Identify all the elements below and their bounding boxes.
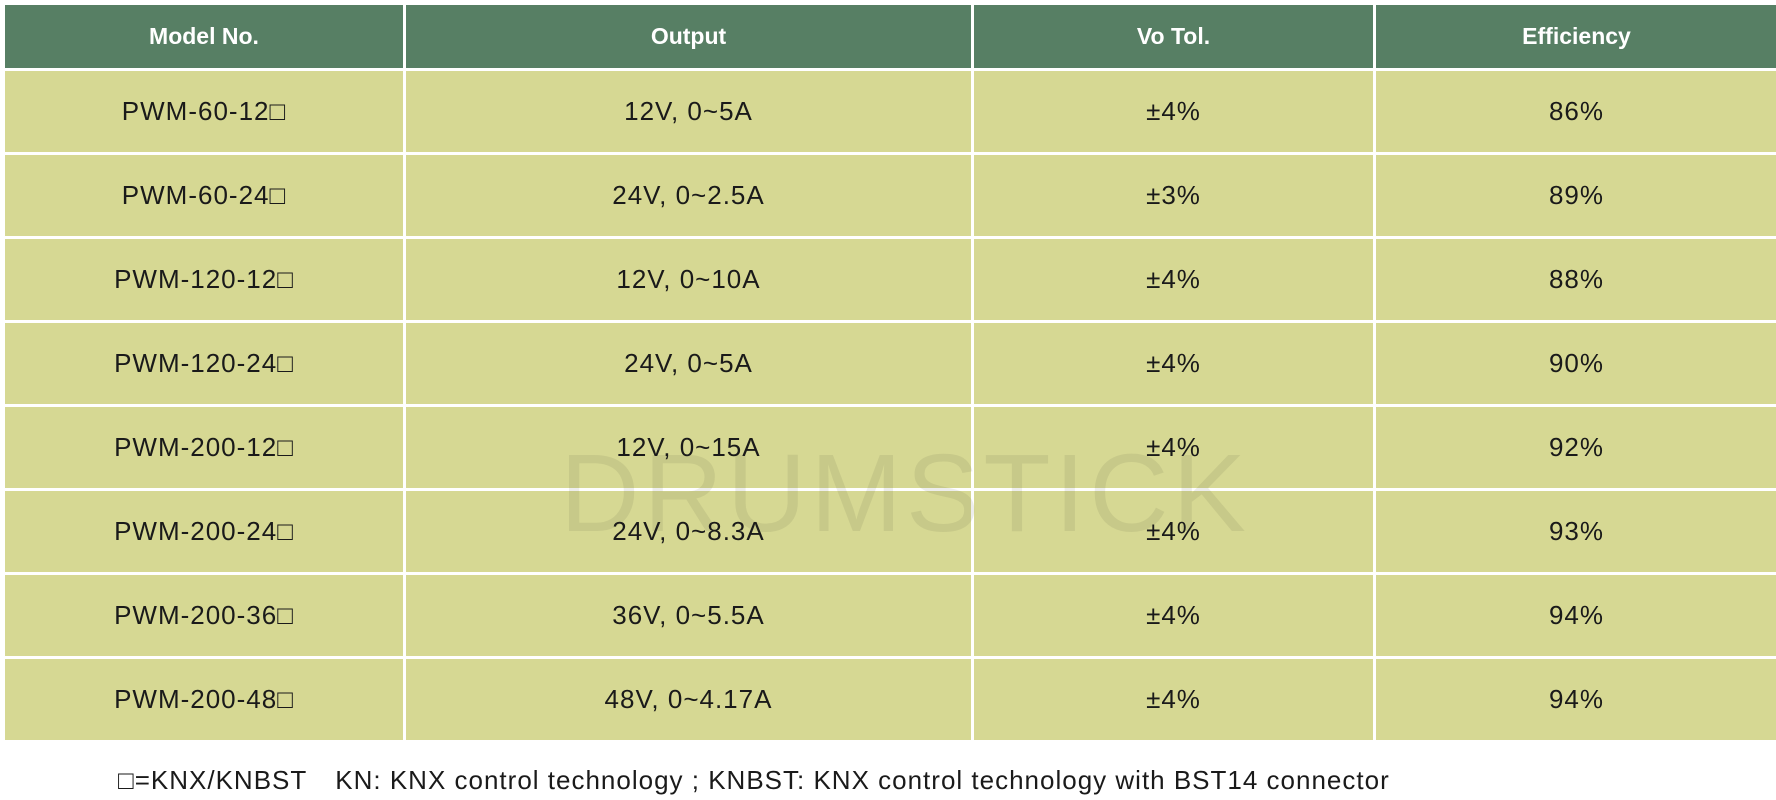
table-cell: ±4% (974, 659, 1373, 740)
table-row: PWM-120-12□ 12V, 0~10A ±4% 88% (5, 239, 1776, 320)
table-cell: 12V, 0~5A (406, 71, 971, 152)
table-cell: 12V, 0~15A (406, 407, 971, 488)
table-cell: PWM-200-36□ (5, 575, 403, 656)
table-row: PWM-200-24□ 24V, 0~8.3A ±4% 93% (5, 491, 1776, 572)
table-row: PWM-120-24□ 24V, 0~5A ±4% 90% (5, 323, 1776, 404)
table-cell: PWM-200-48□ (5, 659, 403, 740)
table-cell: ±4% (974, 407, 1373, 488)
footnote-legend: □=KNX/KNBST (118, 765, 308, 795)
table-cell: PWM-200-12□ (5, 407, 403, 488)
footnote: □=KNX/KNBST KN: KNX control technology ; … (118, 765, 1390, 796)
header-cell: Model No. (5, 5, 403, 68)
table-cell: PWM-120-12□ (5, 239, 403, 320)
table-cell: PWM-60-24□ (5, 155, 403, 236)
header-cell: Output (406, 5, 971, 68)
table-cell: 94% (1376, 575, 1776, 656)
table-cell: 48V, 0~4.17A (406, 659, 971, 740)
table-cell: 24V, 0~5A (406, 323, 971, 404)
table-cell: 24V, 0~8.3A (406, 491, 971, 572)
table-cell: ±4% (974, 239, 1373, 320)
table-cell: PWM-60-12□ (5, 71, 403, 152)
table-cell: 24V, 0~2.5A (406, 155, 971, 236)
table-cell: 93% (1376, 491, 1776, 572)
spec-table: Model No. Output Vo Tol. Efficiency PWM-… (2, 2, 1776, 743)
table-cell: 88% (1376, 239, 1776, 320)
table-cell: 86% (1376, 71, 1776, 152)
table-cell: 92% (1376, 407, 1776, 488)
table-cell: 12V, 0~10A (406, 239, 971, 320)
header-cell: Efficiency (1376, 5, 1776, 68)
table-cell: 90% (1376, 323, 1776, 404)
table-cell: ±4% (974, 71, 1373, 152)
table-row: PWM-200-12□ 12V, 0~15A ±4% 92% (5, 407, 1776, 488)
table-row: PWM-200-36□ 36V, 0~5.5A ±4% 94% (5, 575, 1776, 656)
table-cell: ±3% (974, 155, 1373, 236)
header-cell: Vo Tol. (974, 5, 1373, 68)
table-cell: 36V, 0~5.5A (406, 575, 971, 656)
table-row: PWM-60-12□ 12V, 0~5A ±4% 86% (5, 71, 1776, 152)
table-cell: 89% (1376, 155, 1776, 236)
table-cell: ±4% (974, 491, 1373, 572)
table-cell: PWM-200-24□ (5, 491, 403, 572)
table-row: PWM-60-24□ 24V, 0~2.5A ±3% 89% (5, 155, 1776, 236)
table-cell: 94% (1376, 659, 1776, 740)
table-cell: ±4% (974, 575, 1373, 656)
table-cell: PWM-120-24□ (5, 323, 403, 404)
table-row: PWM-200-48□ 48V, 0~4.17A ±4% 94% (5, 659, 1776, 740)
table-body: PWM-60-12□ 12V, 0~5A ±4% 86% PWM-60-24□ 24V, … (5, 71, 1776, 740)
footnote-text: KN: KNX control technology ; KNBST: KNX … (335, 765, 1390, 795)
table-cell: ±4% (974, 323, 1373, 404)
header-row: Model No. Output Vo Tol. Efficiency (5, 5, 1776, 68)
